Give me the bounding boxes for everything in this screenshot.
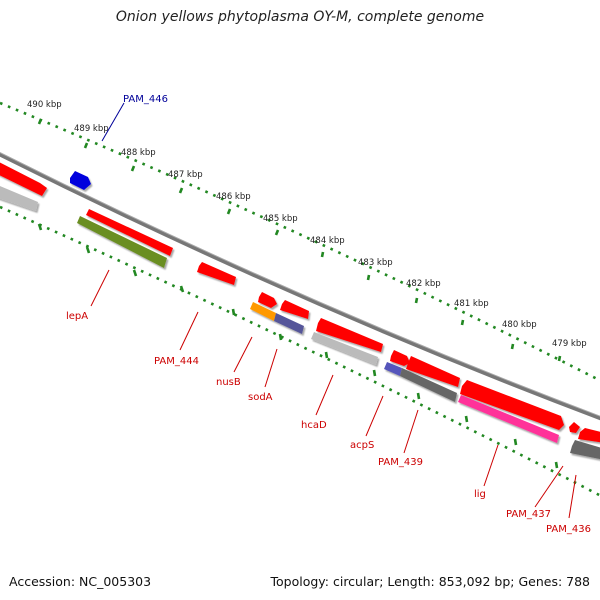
genome-summary-text: Topology: circular; Length: 853,092 bp; … <box>270 574 591 589</box>
genome-backbone-highlight <box>0 151 600 417</box>
tick-mark <box>83 142 89 149</box>
label-connector <box>233 336 253 373</box>
inner-tick-ruler <box>0 205 600 497</box>
label-connector <box>534 465 564 508</box>
label-connector <box>101 102 125 142</box>
feature-cds-outer <box>86 209 173 256</box>
feature-cds-outer <box>316 318 383 352</box>
tick-mark <box>179 285 185 293</box>
feature-PAM_439 <box>400 368 457 402</box>
feature-lepA <box>77 216 167 268</box>
gene-label-PAM_439: PAM_439 <box>378 457 423 468</box>
outer-tick-ruler <box>0 101 600 382</box>
tick-label: 479 kbp <box>552 339 587 349</box>
feature-cds-outer <box>569 422 580 433</box>
tick-mark <box>510 343 515 350</box>
label-connectors <box>90 269 577 519</box>
inner-major-ticks <box>37 223 559 469</box>
tick-label: 489 kbp <box>74 124 109 134</box>
gene-label-PAM_444: PAM_444 <box>154 356 199 367</box>
gene-label-PAM_437: PAM_437 <box>506 509 551 520</box>
tick-mark <box>231 308 236 316</box>
tick-mark <box>460 319 465 326</box>
feature-cds-outer <box>406 356 460 387</box>
accession-text: Accession: NC_005303 <box>9 574 152 589</box>
label-connector <box>315 374 334 416</box>
feature-PAM_437 <box>570 440 600 459</box>
label-connector <box>264 348 278 388</box>
feature-cds-outer <box>280 300 309 319</box>
tick-mark <box>226 208 232 215</box>
gene-label-PAM_446: PAM_446 <box>123 94 168 105</box>
tick-label: 488 kbp <box>121 148 156 158</box>
tick-mark <box>132 269 138 277</box>
tick-mark <box>324 351 329 359</box>
tick-label: 482 kbp <box>406 279 441 289</box>
gene-label-lepA: lepA <box>66 311 88 322</box>
tick-label: 485 kbp <box>263 214 298 224</box>
feature-cds-outer <box>258 292 277 308</box>
label-connector <box>90 269 110 307</box>
tick-mark <box>320 251 325 258</box>
feature-hcaD <box>311 332 378 365</box>
tick-label: 484 kbp <box>310 236 345 246</box>
tick-label: 480 kbp <box>502 320 537 330</box>
gene-label-hcaD: hcaD <box>301 420 327 431</box>
tick-mark <box>554 461 559 469</box>
tick-mark <box>178 187 184 194</box>
label-connector <box>568 474 577 519</box>
tick-mark <box>557 355 562 362</box>
map-title: Onion yellows phytoplasma OY-M, complete… <box>115 9 485 25</box>
tick-mark <box>130 165 136 172</box>
tick-mark <box>372 369 377 377</box>
feature-cds-outer <box>197 262 236 285</box>
feature-acpS <box>384 362 402 376</box>
feature-lig <box>458 395 559 443</box>
gene-label-lig: lig <box>474 489 486 500</box>
tick-mark <box>37 118 43 125</box>
tick-mark <box>366 274 371 281</box>
tick-label: 486 kbp <box>216 192 251 202</box>
genome-backbone <box>0 152 600 421</box>
label-connector <box>403 409 419 454</box>
tick-mark <box>414 297 419 304</box>
tick-mark <box>274 229 280 236</box>
tick-label: 490 kbp <box>27 100 62 110</box>
feature-nusB <box>250 302 276 321</box>
feature-sodA <box>274 313 304 334</box>
label-connector <box>179 311 199 351</box>
tick-mark <box>37 223 43 231</box>
tick-mark <box>464 415 469 423</box>
tick-mark <box>513 438 518 446</box>
tick-label: 483 kbp <box>358 258 393 268</box>
tick-label: 487 kbp <box>168 170 203 180</box>
feature-cds-outer <box>390 350 410 366</box>
tick-mark <box>278 333 283 341</box>
gene-label-PAM_436: PAM_436 <box>546 524 591 535</box>
outer-major-ticks <box>37 118 562 362</box>
feature-PAM_446 <box>70 171 91 190</box>
feature-grey-left-edge <box>0 186 38 211</box>
tick-label: 481 kbp <box>454 299 489 309</box>
feature-cds-left-edge <box>0 162 47 196</box>
feature-cds-outer <box>578 428 600 443</box>
gene-label-nusB: nusB <box>216 377 241 388</box>
label-connector <box>365 395 384 437</box>
tick-mark <box>416 392 421 400</box>
label-connector <box>483 444 499 487</box>
gene-label-acpS: acpS <box>350 440 374 451</box>
gene-label-sodA: sodA <box>248 392 273 403</box>
tick-mark <box>85 246 91 254</box>
feature-cds-outer <box>460 380 564 430</box>
